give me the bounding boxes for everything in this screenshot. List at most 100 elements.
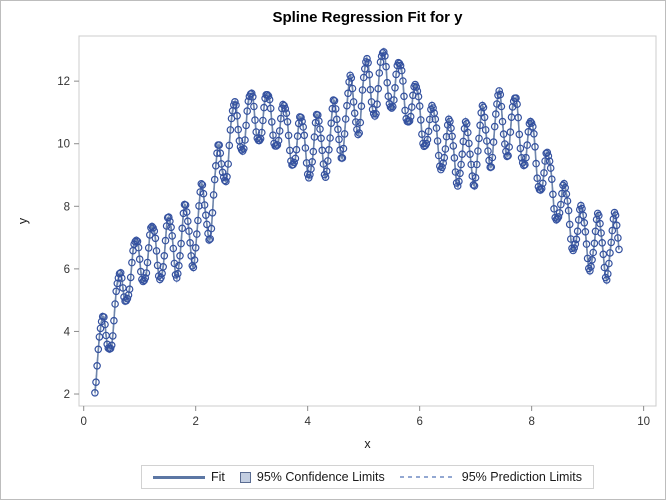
observation-marker bbox=[406, 112, 415, 121]
observation-marker bbox=[299, 123, 308, 131]
observation-marker bbox=[233, 112, 241, 120]
observation-marker bbox=[92, 378, 100, 387]
observation-marker bbox=[498, 117, 507, 126]
observation-marker bbox=[257, 128, 266, 137]
observation-marker bbox=[186, 239, 194, 247]
observation-marker bbox=[182, 208, 191, 216]
observation-marker bbox=[126, 273, 135, 282]
observation-marker bbox=[523, 141, 532, 149]
observation-marker bbox=[514, 113, 523, 122]
observation-marker bbox=[322, 167, 331, 176]
observation-marker bbox=[560, 179, 568, 188]
observation-marker bbox=[506, 128, 515, 136]
observation-marker bbox=[519, 161, 528, 170]
observation-marker bbox=[596, 219, 604, 228]
observation-marker bbox=[275, 127, 284, 135]
observation-marker bbox=[344, 89, 352, 98]
observation-marker bbox=[191, 244, 200, 252]
observation-marker bbox=[597, 229, 605, 237]
observation-marker bbox=[441, 145, 450, 153]
observation-marker bbox=[197, 180, 206, 188]
observation-marker bbox=[580, 219, 589, 227]
observation-marker bbox=[223, 173, 231, 181]
observation-marker bbox=[516, 144, 525, 153]
observation-marker bbox=[472, 160, 481, 169]
observation-marker bbox=[490, 122, 499, 131]
observation-marker bbox=[205, 236, 213, 244]
observation-marker bbox=[358, 86, 367, 94]
observation-marker bbox=[475, 134, 483, 143]
observation-marker bbox=[415, 102, 424, 110]
observation-marker bbox=[586, 266, 594, 275]
observation-marker bbox=[484, 147, 492, 155]
observation-marker bbox=[488, 153, 497, 162]
observation-marker bbox=[456, 169, 464, 178]
observation-marker bbox=[123, 294, 132, 303]
observation-marker bbox=[174, 269, 182, 278]
observation-marker bbox=[392, 70, 400, 79]
observation-marker bbox=[273, 141, 282, 149]
observation-marker bbox=[125, 285, 134, 294]
observation-marker bbox=[199, 189, 208, 198]
observation-marker bbox=[315, 117, 323, 125]
observation-marker bbox=[379, 48, 388, 56]
observation-marker bbox=[297, 113, 305, 122]
observation-marker bbox=[203, 220, 211, 229]
observation-marker bbox=[181, 201, 190, 209]
observation-marker bbox=[558, 189, 566, 198]
observation-marker bbox=[110, 316, 118, 325]
observation-marker bbox=[216, 149, 225, 158]
observation-marker bbox=[177, 239, 185, 248]
observation-marker bbox=[600, 263, 609, 272]
observation-marker bbox=[374, 84, 383, 93]
observation-marker bbox=[269, 131, 277, 140]
observation-marker bbox=[530, 130, 538, 138]
observation-marker bbox=[112, 287, 121, 296]
observation-marker bbox=[603, 270, 612, 278]
observation-marker bbox=[504, 151, 512, 160]
observation-marker bbox=[231, 98, 239, 106]
observation-marker bbox=[533, 174, 542, 183]
observation-marker bbox=[570, 244, 579, 252]
observation-marker bbox=[309, 147, 318, 156]
observation-marker bbox=[583, 254, 592, 263]
observation-marker bbox=[144, 244, 153, 252]
observation-marker bbox=[91, 388, 99, 397]
observation-marker bbox=[332, 115, 341, 124]
observation-marker bbox=[255, 136, 264, 145]
observation-marker bbox=[480, 113, 489, 122]
observation-marker bbox=[302, 159, 311, 167]
observation-marker bbox=[466, 150, 474, 159]
observation-marker bbox=[226, 126, 235, 134]
observation-marker bbox=[325, 146, 333, 154]
observation-marker bbox=[331, 105, 340, 113]
observation-marker bbox=[532, 159, 540, 168]
observation-marker bbox=[491, 110, 500, 118]
observation-marker bbox=[338, 154, 347, 162]
y-tick-label: 10 bbox=[57, 139, 70, 151]
observation-marker bbox=[438, 163, 446, 172]
observation-marker bbox=[544, 152, 553, 160]
observation-marker bbox=[605, 259, 613, 268]
observation-marker bbox=[249, 93, 257, 101]
observation-marker bbox=[467, 160, 476, 169]
observation-marker bbox=[330, 97, 339, 105]
observation-marker bbox=[178, 224, 187, 233]
observation-marker bbox=[335, 135, 343, 144]
observation-marker bbox=[343, 101, 351, 110]
observation-marker bbox=[364, 58, 372, 67]
observation-marker bbox=[193, 230, 201, 238]
observation-marker bbox=[373, 100, 381, 109]
observation-marker bbox=[251, 116, 259, 124]
observation-marker bbox=[190, 256, 199, 264]
y-tick-label: 8 bbox=[64, 201, 70, 213]
observation-marker bbox=[536, 186, 545, 194]
observation-marker bbox=[351, 118, 360, 126]
observation-marker bbox=[563, 197, 572, 205]
observation-marker bbox=[455, 177, 463, 186]
legend: Fit 95% Confidence Limits 95% Prediction… bbox=[79, 465, 656, 489]
observation-marker bbox=[198, 181, 207, 189]
observation-marker bbox=[381, 52, 389, 60]
observation-marker bbox=[588, 255, 596, 264]
